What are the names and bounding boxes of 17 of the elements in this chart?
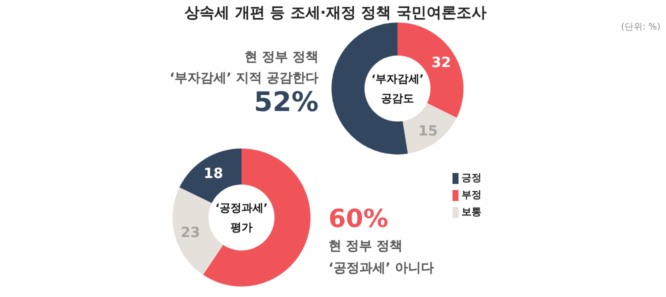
text: (단위: %)	[621, 22, 660, 32]
text: ‘부자감세’ 지적 공감한다	[170, 71, 319, 86]
legend-label: 부정	[462, 190, 482, 201]
text: 60%	[328, 204, 388, 233]
data-label: 18	[204, 166, 224, 182]
data-label: 32	[432, 54, 452, 71]
text: 52%	[254, 87, 319, 118]
legend-label: 긍정	[462, 173, 482, 184]
text: 상속세 개편 등 조세·재정 정책 국민여론조사	[184, 4, 486, 22]
text: ‘부자감세’ 공감도	[371, 72, 424, 105]
text: ‘공정과세’ 아니다	[328, 261, 434, 276]
text: ‘공정과세’ 평가	[215, 201, 268, 234]
data-label: 23	[180, 224, 200, 241]
data-label: 15	[418, 123, 438, 140]
text: 현 정부 정책	[328, 239, 403, 254]
text: 현 정부 정책	[244, 50, 319, 65]
legend-label: 보통	[462, 207, 482, 218]
